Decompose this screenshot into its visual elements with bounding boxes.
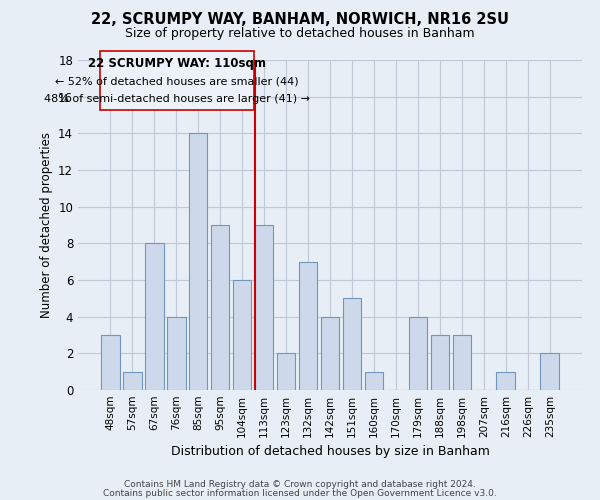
Bar	[299, 262, 317, 390]
Bar	[320, 316, 340, 390]
FancyBboxPatch shape	[100, 51, 254, 110]
Bar	[167, 316, 185, 390]
Bar	[452, 335, 471, 390]
Bar	[211, 225, 229, 390]
Bar	[409, 316, 427, 390]
Text: 48% of semi-detached houses are larger (41) →: 48% of semi-detached houses are larger (…	[44, 94, 310, 104]
Bar	[101, 335, 119, 390]
Text: ← 52% of detached houses are smaller (44): ← 52% of detached houses are smaller (44…	[55, 76, 299, 86]
Bar	[431, 335, 449, 390]
Bar	[496, 372, 515, 390]
Bar	[541, 354, 559, 390]
Text: Contains HM Land Registry data © Crown copyright and database right 2024.: Contains HM Land Registry data © Crown c…	[124, 480, 476, 489]
Bar	[189, 134, 208, 390]
Bar	[365, 372, 383, 390]
X-axis label: Distribution of detached houses by size in Banham: Distribution of detached houses by size …	[170, 446, 490, 458]
Text: 22 SCRUMPY WAY: 110sqm: 22 SCRUMPY WAY: 110sqm	[88, 57, 266, 70]
Bar	[255, 225, 274, 390]
Y-axis label: Number of detached properties: Number of detached properties	[40, 132, 53, 318]
Bar	[233, 280, 251, 390]
Bar	[145, 244, 164, 390]
Text: 22, SCRUMPY WAY, BANHAM, NORWICH, NR16 2SU: 22, SCRUMPY WAY, BANHAM, NORWICH, NR16 2…	[91, 12, 509, 28]
Text: Size of property relative to detached houses in Banham: Size of property relative to detached ho…	[125, 28, 475, 40]
Bar	[123, 372, 142, 390]
Bar	[343, 298, 361, 390]
Bar	[277, 354, 295, 390]
Text: Contains public sector information licensed under the Open Government Licence v3: Contains public sector information licen…	[103, 488, 497, 498]
